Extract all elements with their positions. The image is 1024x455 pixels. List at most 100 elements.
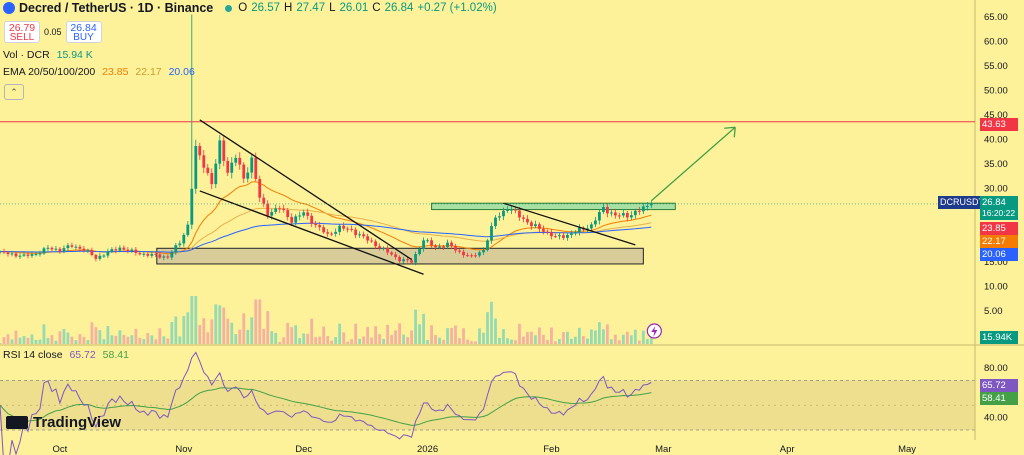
volume-bar xyxy=(106,325,110,344)
volume-bar xyxy=(134,328,138,344)
volume-bar xyxy=(466,339,469,344)
price-tick-label: 55.00 xyxy=(984,61,1008,72)
open-label: O xyxy=(238,2,248,14)
candle-body xyxy=(326,232,330,234)
rsi-legend[interactable]: RSI 14 close 65.72 58.41 xyxy=(3,349,129,361)
volume-bar xyxy=(266,311,270,344)
volume-bar xyxy=(418,324,421,344)
ema-legend-label: EMA 20/50/100/200 xyxy=(3,66,96,78)
ema-legend[interactable]: EMA 20/50/100/200 23.85 22.17 20.06 xyxy=(3,66,195,78)
symbol-header[interactable]: Decred / TetherUS · 1D · Binance O 26.57 … xyxy=(3,1,497,15)
volume-bar xyxy=(22,336,26,344)
volume-bar xyxy=(222,307,226,344)
candle-body xyxy=(86,250,90,252)
price-tick-label: 10.00 xyxy=(984,282,1008,293)
volume-bar xyxy=(558,338,561,344)
buy-button[interactable]: 26.84 BUY xyxy=(65,21,102,43)
tradingview-logo-icon xyxy=(6,416,28,429)
candle-body xyxy=(338,225,342,232)
sell-button[interactable]: 26.79 SELL xyxy=(4,21,40,43)
volume-bar xyxy=(278,341,282,344)
volume-bar xyxy=(182,316,186,344)
volume-bar xyxy=(334,337,338,344)
rsi-pane xyxy=(0,351,652,455)
volume-bar xyxy=(318,336,322,344)
volume-bar xyxy=(350,339,354,344)
candle-body xyxy=(342,225,346,229)
volume-bar xyxy=(30,334,34,344)
volume-bar xyxy=(597,322,601,344)
candle-body xyxy=(42,248,46,254)
candle-body xyxy=(98,255,102,259)
volume-bar xyxy=(402,334,405,344)
candle-body xyxy=(542,228,545,232)
volume-bar xyxy=(2,337,6,344)
volume-price-label: 15.94K xyxy=(980,331,1018,344)
volume-bar xyxy=(450,327,453,344)
volume-bar xyxy=(238,329,242,344)
candle-body xyxy=(386,247,390,253)
candle-body xyxy=(122,247,126,250)
rsi-ma-value: 58.41 xyxy=(102,349,129,361)
candle-body xyxy=(450,242,453,247)
collapse-legend-button[interactable]: ⌃ xyxy=(4,84,24,100)
price-tick-label: 35.00 xyxy=(984,159,1008,170)
volume-bar xyxy=(142,339,146,344)
candle-body xyxy=(262,197,266,204)
volume-bar xyxy=(214,304,218,344)
candle-body xyxy=(362,234,366,237)
candle-body xyxy=(66,245,70,249)
candle-body xyxy=(578,227,581,233)
symbol-label: DCRUSDT xyxy=(938,196,984,209)
tradingview-logo-text: TradingView xyxy=(33,414,122,431)
volume-bar xyxy=(290,327,294,344)
candle-body xyxy=(266,203,270,216)
candle-body xyxy=(26,254,30,256)
high-value: 27.47 xyxy=(296,2,326,14)
volume-bar xyxy=(518,323,521,344)
time-axis[interactable]: Oct Nov Dec 2026 Feb Mar Apr May xyxy=(53,444,917,455)
volume-bar xyxy=(633,329,637,344)
candle-body xyxy=(629,215,633,218)
tradingview-logo[interactable]: TradingView xyxy=(6,414,121,431)
volume-bar xyxy=(314,337,318,344)
volume-bar xyxy=(649,337,653,344)
close-value: 26.84 xyxy=(384,2,414,14)
volume-bar xyxy=(398,323,401,344)
candle-body xyxy=(350,228,354,230)
candle-body xyxy=(554,236,557,238)
candle-body xyxy=(406,259,409,261)
candle-body xyxy=(30,254,34,256)
candle-body xyxy=(294,216,298,223)
volume-bar xyxy=(326,336,330,344)
candle-body xyxy=(486,240,489,251)
candle-body xyxy=(74,246,78,248)
candle-body xyxy=(502,210,505,217)
volume-bar xyxy=(206,332,210,344)
candle-body xyxy=(46,247,50,249)
symbol-title[interactable]: Decred / TetherUS · 1D · Binance xyxy=(19,1,214,15)
volume-legend[interactable]: Vol · DCR 15.94 K xyxy=(3,49,93,61)
candle-body xyxy=(318,225,322,228)
candle-body xyxy=(641,206,645,212)
candle-body xyxy=(613,212,617,216)
volume-bar xyxy=(498,337,501,344)
candle-body xyxy=(186,224,190,235)
candle-body xyxy=(438,246,441,248)
candle-body xyxy=(234,157,238,163)
spread-value: 0.05 xyxy=(44,27,62,37)
price-tick-label: 40.00 xyxy=(984,135,1008,146)
volume-bar xyxy=(310,318,314,344)
volume-bar xyxy=(414,309,417,344)
volume-bar xyxy=(82,336,86,344)
candle-body xyxy=(130,249,134,252)
volume-bar xyxy=(562,332,565,344)
ema50-value: 22.17 xyxy=(135,66,162,78)
volume-bar xyxy=(202,318,206,344)
volume-bar xyxy=(226,318,230,344)
volume-bar xyxy=(198,325,202,344)
candle-body xyxy=(526,218,529,223)
ema100-value: 20.06 xyxy=(168,66,195,78)
